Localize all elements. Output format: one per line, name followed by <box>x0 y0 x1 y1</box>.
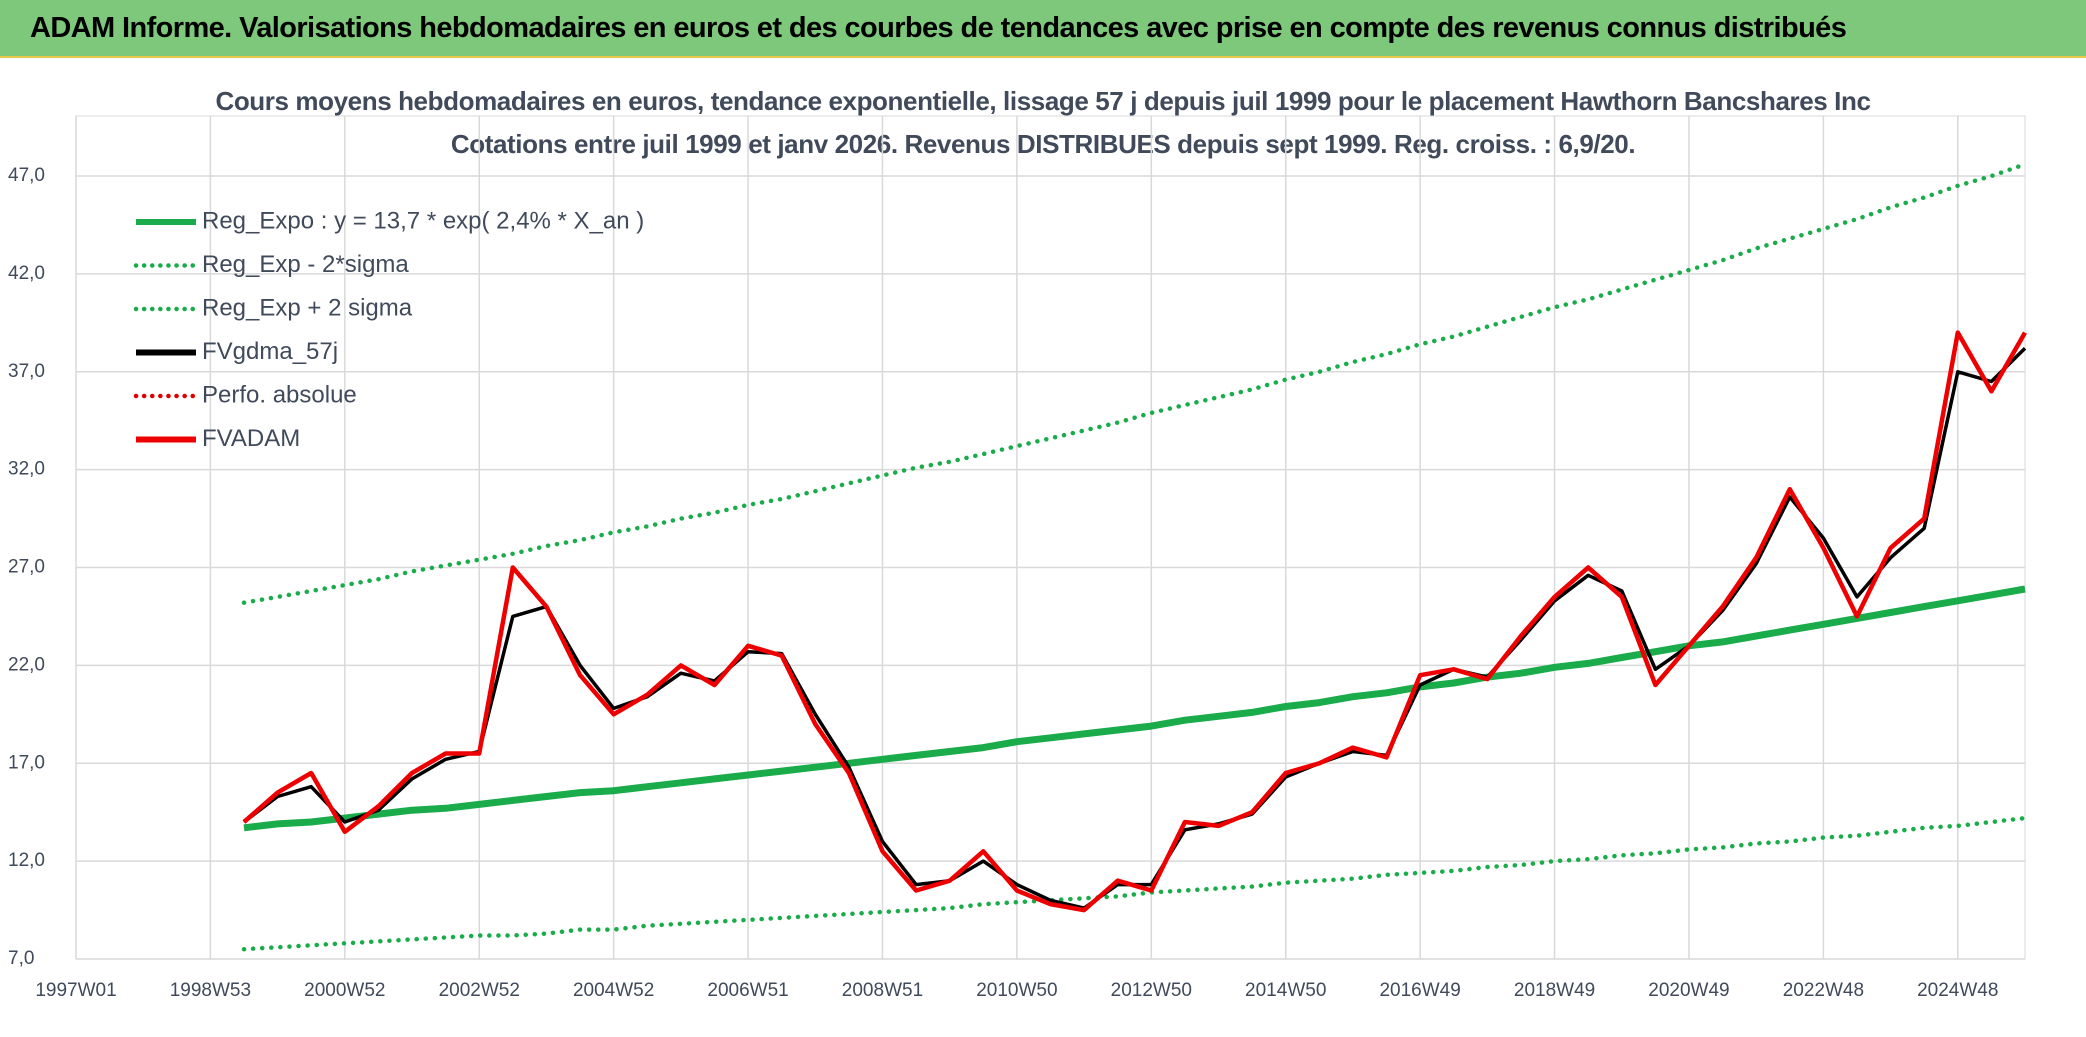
y-tick-label: 12,0 <box>8 850 45 871</box>
plot-area <box>75 115 2026 960</box>
legend-label: Reg_Expo : y = 13,7 * exp( 2,4% * X_an ) <box>202 207 644 234</box>
series-line <box>242 347 2027 910</box>
x-tick-label: 2000W52 <box>304 980 385 1001</box>
x-tick-label: 2006W51 <box>707 980 788 1001</box>
legend-label: Reg_Exp + 2 sigma <box>202 294 413 321</box>
legend-label: FVADAM <box>202 425 300 452</box>
series-line <box>241 162 2028 605</box>
y-tick-label: 42,0 <box>8 263 45 284</box>
series-line <box>242 330 2027 913</box>
y-tick-label: 27,0 <box>8 557 45 578</box>
chart-subtitle: Cotations entre juil 1999 et janv 2026. … <box>451 129 1635 159</box>
x-tick-label: 2022W48 <box>1783 980 1864 1001</box>
x-tick-label: 2010W50 <box>976 980 1057 1001</box>
y-tick-label: 37,0 <box>8 361 45 382</box>
x-tick-label: 2008W51 <box>842 980 923 1001</box>
x-tick-label: 2024W48 <box>1917 980 1998 1001</box>
y-tick-label: 47,0 <box>8 165 45 186</box>
y-tick-label: 22,0 <box>8 654 45 675</box>
y-tick-label: 32,0 <box>8 459 45 480</box>
x-tick-label: 2016W49 <box>1379 980 1460 1001</box>
header-title: ADAM Informe. Valorisations hebdomadaire… <box>30 12 1847 44</box>
y-tick-label: 7,0 <box>8 948 34 969</box>
x-tick-label: 2002W52 <box>439 980 520 1001</box>
legend-label: FVgdma_57j <box>202 338 338 365</box>
y-tick-label: 17,0 <box>8 752 45 773</box>
series-line <box>241 815 2028 952</box>
header: ADAM Informe. Valorisations hebdomadaire… <box>0 0 2086 58</box>
chart-title: Cours moyens hebdomadaires en euros, ten… <box>215 86 1870 116</box>
x-tick-label: 2012W50 <box>1111 980 1192 1001</box>
x-tick-label: 2018W49 <box>1514 980 1595 1001</box>
x-tick-label: 2020W49 <box>1648 980 1729 1001</box>
x-tick-label: 1998W53 <box>170 980 251 1001</box>
x-tick-label: 2004W52 <box>573 980 654 1001</box>
x-tick-label: 2014W50 <box>1245 980 1326 1001</box>
legend-label: Reg_Exp - 2*sigma <box>202 251 409 278</box>
chart: Cours moyens hebdomadaires en euros, ten… <box>8 86 2028 1001</box>
legend-label: Perfo. absolue <box>202 381 357 408</box>
series-line <box>243 585 2026 832</box>
x-tick-label: 1997W01 <box>35 980 116 1001</box>
